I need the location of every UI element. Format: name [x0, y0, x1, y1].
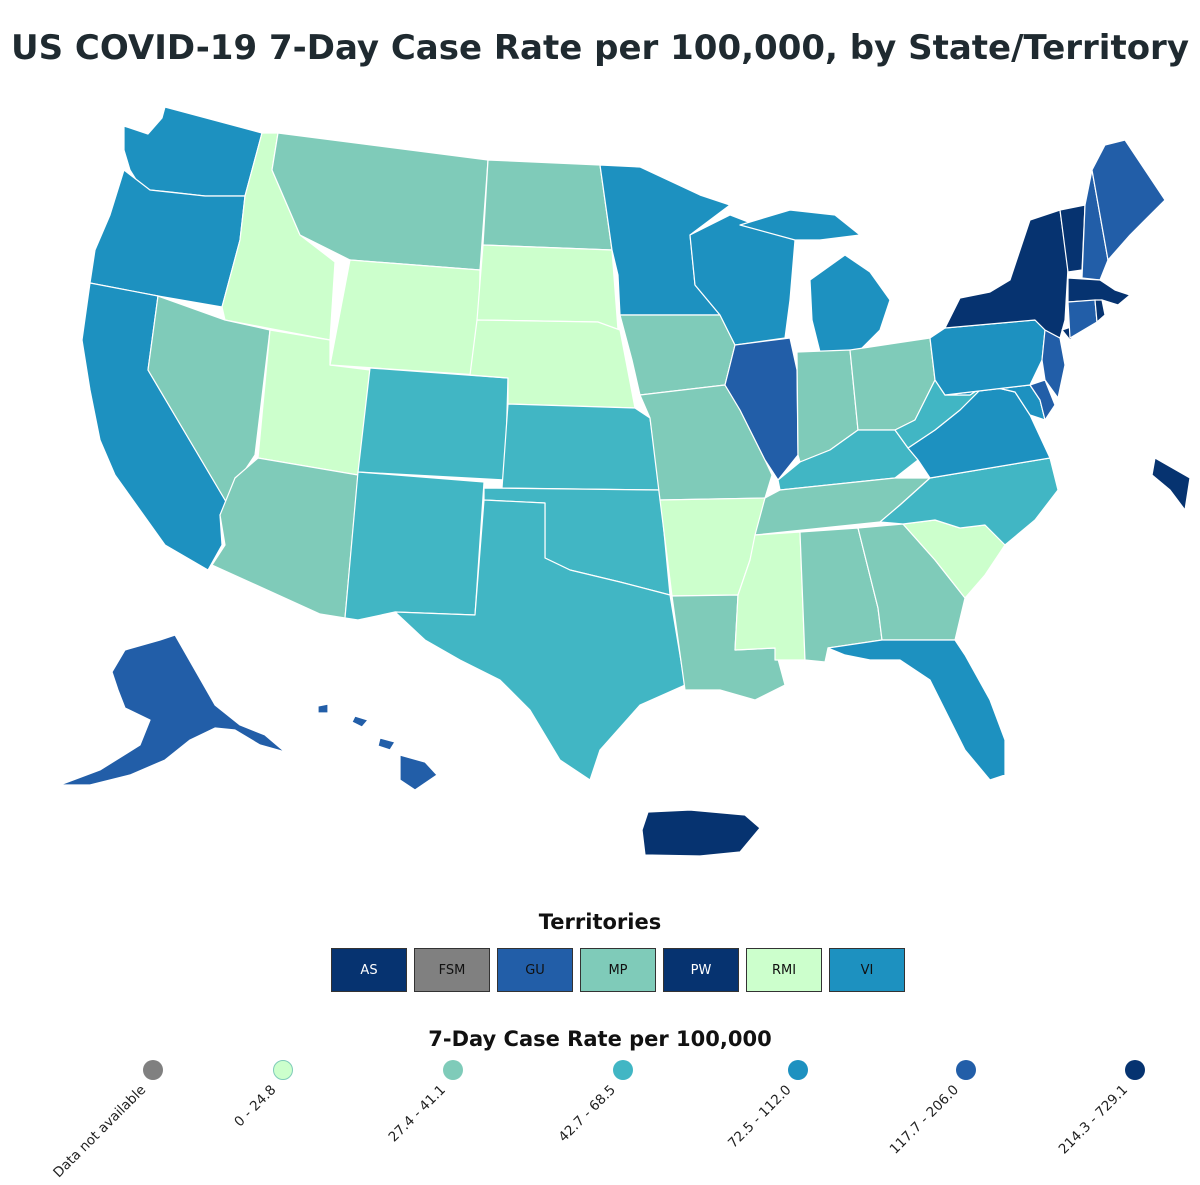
legend-item: Data not available [50, 1060, 163, 1181]
state-DC-territory-east[interactable] [1151, 457, 1191, 511]
state-PA[interactable] [929, 319, 1046, 396]
legend-label: 117.7 - 206.0 [886, 1082, 963, 1158]
state-HI[interactable] [399, 754, 438, 791]
state-RI[interactable] [1094, 299, 1106, 323]
state-CT[interactable] [1067, 299, 1098, 339]
state-MI-UP[interactable] [739, 209, 861, 241]
state-WA[interactable] [123, 106, 263, 197]
legend-label: 0 - 24.8 [231, 1082, 280, 1131]
state-PR[interactable] [641, 809, 761, 857]
state-WY[interactable] [329, 259, 481, 376]
state-HI-OAHU[interactable] [351, 715, 369, 728]
legend-label: 72.5 - 112.0 [724, 1082, 795, 1152]
legend-label: 214.3 - 729.1 [1055, 1082, 1132, 1158]
us-choropleth-map [0, 90, 1200, 880]
legend-swatch[interactable] [273, 1060, 293, 1080]
legend-title: 7-Day Case Rate per 100,000 [428, 1027, 772, 1051]
legend-item: 72.5 - 112.0 [725, 1060, 808, 1151]
state-TX[interactable] [394, 499, 686, 781]
legend-swatch[interactable] [788, 1060, 808, 1080]
legend-label: 27.4 - 41.1 [385, 1082, 450, 1146]
legend-item: 117.7 - 206.0 [887, 1060, 976, 1157]
state-NY[interactable] [944, 209, 1069, 339]
legend-item: 42.7 - 68.5 [556, 1060, 633, 1145]
legend-swatch[interactable] [1125, 1060, 1145, 1080]
legend-item: 0 - 24.8 [231, 1060, 293, 1130]
legend-item: 214.3 - 729.1 [1056, 1060, 1145, 1157]
territory-mp[interactable]: MP [580, 948, 656, 992]
state-ME[interactable] [1091, 139, 1166, 261]
state-CO[interactable] [357, 367, 509, 481]
territory-as[interactable]: AS [331, 948, 407, 992]
legend-label: 42.7 - 68.5 [555, 1082, 620, 1146]
legend-swatch[interactable] [143, 1060, 163, 1080]
state-DE[interactable] [1029, 379, 1056, 421]
state-HI-MAUI[interactable] [377, 737, 396, 751]
legend-swatch[interactable] [956, 1060, 976, 1080]
legend-label: Data not available [50, 1082, 150, 1181]
state-NH[interactable] [1081, 169, 1109, 281]
state-AZ[interactable] [211, 457, 359, 619]
legend-swatch[interactable] [613, 1060, 633, 1080]
state-HI-KAUAI[interactable] [317, 703, 329, 714]
territories-title: Territories [538, 910, 662, 934]
territory-legend: AS FSM GU MP PW RMI VI [331, 948, 909, 994]
map-title: US COVID-19 7-Day Case Rate per 100,000,… [11, 28, 1189, 68]
state-SD[interactable] [476, 244, 619, 331]
state-FL[interactable] [827, 639, 1006, 781]
territory-fsm[interactable]: FSM [414, 948, 490, 992]
state-IA[interactable] [619, 314, 736, 396]
legend-swatch[interactable] [443, 1060, 463, 1080]
territory-pw[interactable]: PW [663, 948, 739, 992]
territory-rmi[interactable]: RMI [746, 948, 822, 992]
territory-vi[interactable]: VI [829, 948, 905, 992]
legend-item: 27.4 - 41.1 [386, 1060, 463, 1145]
territory-gu[interactable]: GU [497, 948, 573, 992]
state-NM[interactable] [344, 471, 485, 621]
state-ND[interactable] [482, 159, 613, 251]
state-AK[interactable] [59, 634, 286, 786]
state-KS[interactable] [501, 403, 661, 491]
state-MI[interactable] [809, 254, 891, 353]
